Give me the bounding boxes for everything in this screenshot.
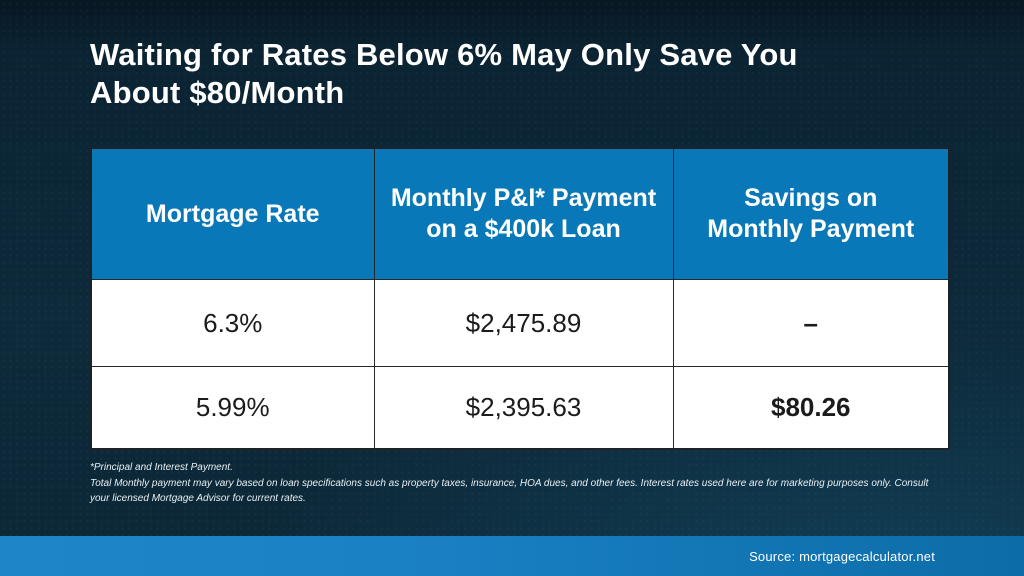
column-header-label: Mortgage Rate bbox=[145, 199, 320, 228]
cell-monthly-payment: $2,475.89 bbox=[373, 279, 674, 367]
column-header-label: Monthly P&I* Payment on a $400k Loan bbox=[390, 184, 657, 243]
footnote-block: *Principal and Interest Payment. Total M… bbox=[90, 460, 950, 507]
table-row: 6.3% $2,475.89 – bbox=[90, 279, 950, 367]
column-header-monthly-payment: Monthly P&I* Payment on a $400k Loan bbox=[373, 147, 674, 280]
slide-title-line-2: About $80/Month bbox=[90, 75, 345, 110]
footer-bar: Source: mortgagecalculator.net bbox=[0, 536, 1024, 576]
table-row: 5.99% $2,395.63 $80.26 bbox=[90, 366, 950, 450]
footnote-line-disclaimer: Total Monthly payment may vary based on … bbox=[90, 477, 929, 505]
cell-savings-amount: $80.26 bbox=[672, 366, 950, 450]
mortgage-rates-table: Mortgage Rate Monthly P&I* Payment on a … bbox=[90, 147, 950, 450]
cell-mortgage-rate: 6.3% bbox=[90, 279, 375, 367]
slide-title: Waiting for Rates Below 6% May Only Save… bbox=[90, 36, 798, 112]
cell-savings-dash: – bbox=[672, 279, 950, 367]
slide-title-line-1: Waiting for Rates Below 6% May Only Save… bbox=[90, 37, 798, 72]
column-header-label: Savings on Monthly Payment bbox=[707, 184, 915, 243]
column-header-mortgage-rate: Mortgage Rate bbox=[90, 147, 375, 280]
table-header-row: Mortgage Rate Monthly P&I* Payment on a … bbox=[90, 147, 950, 280]
source-credit: Source: mortgagecalculator.net bbox=[749, 548, 935, 564]
footnote-line-principal: *Principal and Interest Payment. bbox=[90, 462, 233, 473]
column-header-savings: Savings on Monthly Payment bbox=[672, 147, 950, 280]
cell-monthly-payment: $2,395.63 bbox=[373, 366, 674, 450]
cell-mortgage-rate: 5.99% bbox=[90, 366, 375, 450]
